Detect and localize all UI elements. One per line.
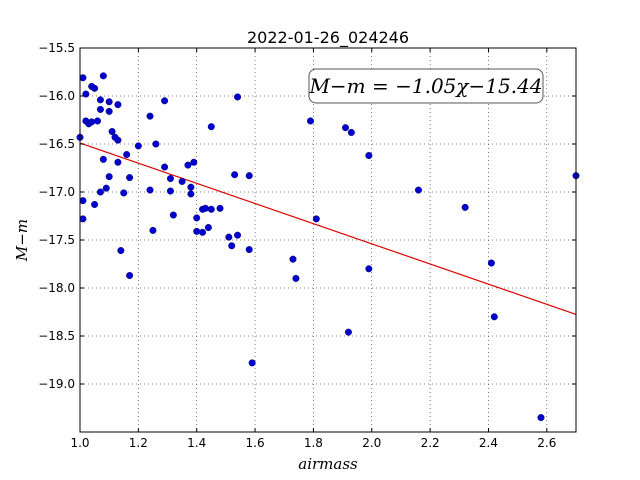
x-tick-label: 2.2: [421, 436, 440, 450]
y-tick-label: −16.5: [38, 137, 75, 151]
data-point: [312, 215, 320, 223]
data-point: [108, 128, 116, 136]
data-point: [102, 184, 110, 192]
data-point: [114, 136, 122, 144]
data-point: [166, 187, 174, 195]
y-axis-label: M−m: [13, 219, 31, 262]
data-point: [126, 272, 134, 280]
data-point: [193, 227, 201, 235]
data-point: [161, 97, 169, 105]
data-point: [414, 186, 422, 194]
y-tick-label: −17.5: [38, 233, 75, 247]
fit-line-group: [79, 142, 577, 315]
data-point: [161, 163, 169, 171]
data-point: [490, 313, 498, 321]
data-point: [166, 175, 174, 183]
data-point: [365, 265, 373, 273]
data-point: [169, 211, 177, 219]
data-point: [105, 107, 113, 115]
data-point: [248, 359, 256, 367]
data-point: [91, 84, 99, 92]
data-point: [537, 414, 545, 422]
data-point: [117, 247, 125, 255]
data-point: [234, 231, 242, 239]
data-point: [91, 200, 99, 208]
data-point: [342, 124, 350, 132]
x-tick-label: 2.0: [362, 436, 381, 450]
data-point: [105, 98, 113, 106]
data-point: [120, 189, 128, 197]
data-point: [146, 186, 154, 194]
data-point: [184, 161, 192, 169]
equation-box-frame: [308, 68, 544, 104]
data-point: [152, 140, 160, 148]
data-point: [344, 328, 352, 336]
data-point: [347, 128, 355, 136]
data-point: [94, 117, 102, 125]
x-tick-label: 2.6: [537, 436, 556, 450]
data-point: [149, 226, 157, 234]
data-point: [306, 117, 314, 125]
chart-title: 2022-01-26_024246: [247, 28, 409, 48]
x-tick-label: 1.2: [129, 436, 148, 450]
y-tick-label: −18.0: [38, 281, 75, 295]
data-point: [134, 142, 142, 150]
data-point: [187, 190, 195, 198]
data-point: [201, 204, 209, 212]
data-point: [99, 72, 107, 80]
axis-ticks: 1.0 1.2 1.4 1.6 1.8 2.0 2.2 2.4 2.6 −15.5 −16.0 −16…: [38, 41, 576, 450]
x-tick-label: 2.4: [479, 436, 498, 450]
data-point: [96, 105, 104, 113]
data-point: [204, 224, 212, 232]
data-point: [88, 118, 96, 126]
data-point: [96, 188, 104, 196]
data-point: [126, 174, 134, 182]
data-point: [190, 158, 198, 166]
data-point: [105, 173, 113, 181]
x-tick-label: 1.8: [304, 436, 323, 450]
data-point: [289, 255, 297, 263]
y-tick-label: −16.0: [38, 89, 75, 103]
data-point: [82, 90, 90, 98]
fit-equation: M−m = −1.05χ−15.44: [308, 74, 542, 98]
data-point: [225, 233, 233, 241]
data-point: [123, 151, 131, 159]
data-point: [245, 246, 253, 254]
data-point: [207, 205, 215, 213]
fit-equation-box: M−m = −1.05χ−15.44: [308, 68, 544, 104]
data-point: [199, 228, 207, 236]
data-point: [187, 183, 195, 191]
data-point: [146, 112, 154, 120]
data-point: [487, 259, 495, 267]
data-point: [461, 203, 469, 211]
y-tick-label: −15.5: [38, 41, 75, 55]
y-tick-label: −18.5: [38, 329, 75, 343]
data-points: [76, 72, 580, 422]
data-point: [178, 177, 186, 185]
data-point: [79, 197, 87, 205]
data-point: [114, 158, 122, 166]
data-point: [245, 172, 253, 180]
data-point: [292, 274, 300, 282]
data-point: [234, 93, 242, 101]
x-tick-label: 1.4: [187, 436, 206, 450]
data-point: [207, 123, 215, 131]
x-tick-label: 1.0: [70, 436, 89, 450]
fit-line: [79, 142, 577, 315]
data-point: [114, 101, 122, 109]
x-axis-label: airmass: [298, 455, 358, 473]
y-tick-label: −17.0: [38, 185, 75, 199]
data-point: [231, 171, 239, 179]
data-point: [228, 242, 236, 250]
data-point: [365, 152, 373, 160]
x-tick-label: 1.6: [246, 436, 265, 450]
data-point: [79, 215, 87, 223]
data-point: [79, 74, 87, 82]
y-tick-label: −19.0: [38, 377, 75, 391]
data-point: [99, 155, 107, 163]
data-point: [216, 204, 224, 212]
data-point: [96, 96, 104, 104]
data-point: [193, 214, 201, 222]
